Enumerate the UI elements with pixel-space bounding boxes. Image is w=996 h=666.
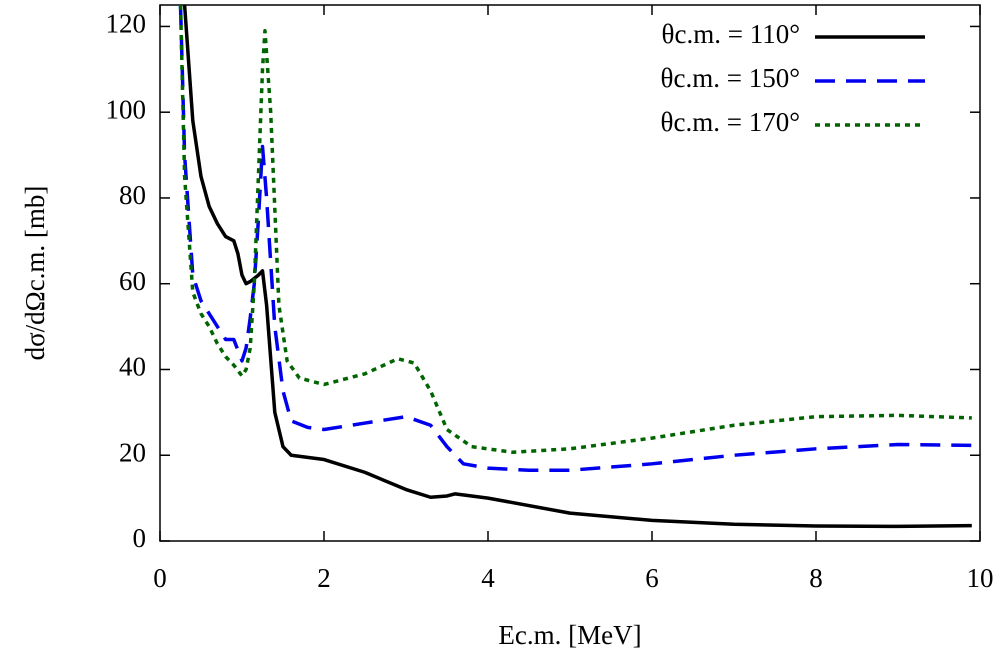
x-axis-label: Ec.m. [MeV] [498,620,641,650]
x-tick-label: 4 [481,563,495,593]
x-tick-label: 6 [645,563,659,593]
x-tick-label: 10 [967,563,994,593]
series-line [178,5,972,472]
x-tick-label: 2 [317,563,331,593]
series-line [182,5,972,529]
plot-area [178,5,972,529]
legend-label: θc.m. = 150° [661,63,800,93]
y-tick-label: 100 [106,94,147,124]
y-tick-label: 20 [119,437,146,467]
x-tick-label: 8 [809,563,823,593]
plot-frame [159,4,981,542]
legend-label: θc.m. = 110° [662,19,800,49]
y-tick-label: 60 [119,266,146,296]
series-line [178,5,972,454]
y-axis-label: dσ/dΩc.m. [mb] [20,186,50,361]
legend-label: θc.m. = 170° [661,107,800,137]
y-tick-label: 120 [106,9,147,39]
y-tick-label: 0 [133,523,147,553]
y-tick-label: 40 [119,352,146,382]
y-tick-label: 80 [119,180,146,210]
x-tick-label: 0 [153,563,167,593]
